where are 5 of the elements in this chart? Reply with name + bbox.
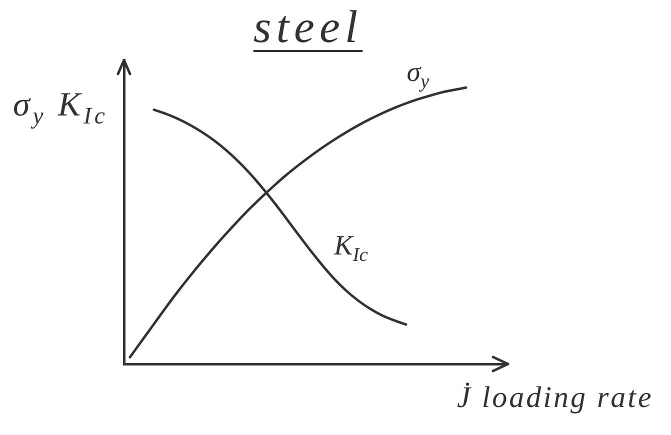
series-label: σ$_{y}$	[406, 57, 430, 94]
series-label: K$_{Ic}$	[334, 230, 368, 266]
x-axis-title: J̇ loading rate	[457, 381, 654, 414]
chart-title: steel	[253, 1, 363, 53]
y-axis-title: σ$_{y}$ K$_{Ic}$	[12, 86, 108, 130]
